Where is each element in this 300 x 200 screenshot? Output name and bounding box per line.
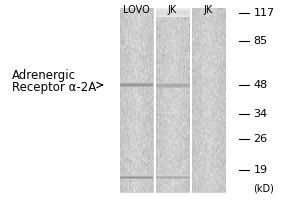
Text: Receptor α-2A: Receptor α-2A bbox=[12, 81, 96, 94]
Bar bbox=[156, 8, 189, 192]
Text: 85: 85 bbox=[254, 36, 268, 46]
Text: JK: JK bbox=[168, 5, 177, 15]
Text: Adrenergic: Adrenergic bbox=[12, 68, 76, 82]
Text: 19: 19 bbox=[254, 165, 268, 175]
Bar bbox=[120, 8, 153, 192]
Text: 26: 26 bbox=[254, 134, 268, 144]
Text: 48: 48 bbox=[254, 80, 268, 90]
Text: LOVO: LOVO bbox=[123, 5, 150, 15]
Text: JK: JK bbox=[204, 5, 213, 15]
Bar bbox=[192, 8, 225, 192]
Text: 117: 117 bbox=[254, 8, 274, 18]
Text: 34: 34 bbox=[254, 109, 268, 119]
Text: (kD): (kD) bbox=[254, 183, 274, 193]
